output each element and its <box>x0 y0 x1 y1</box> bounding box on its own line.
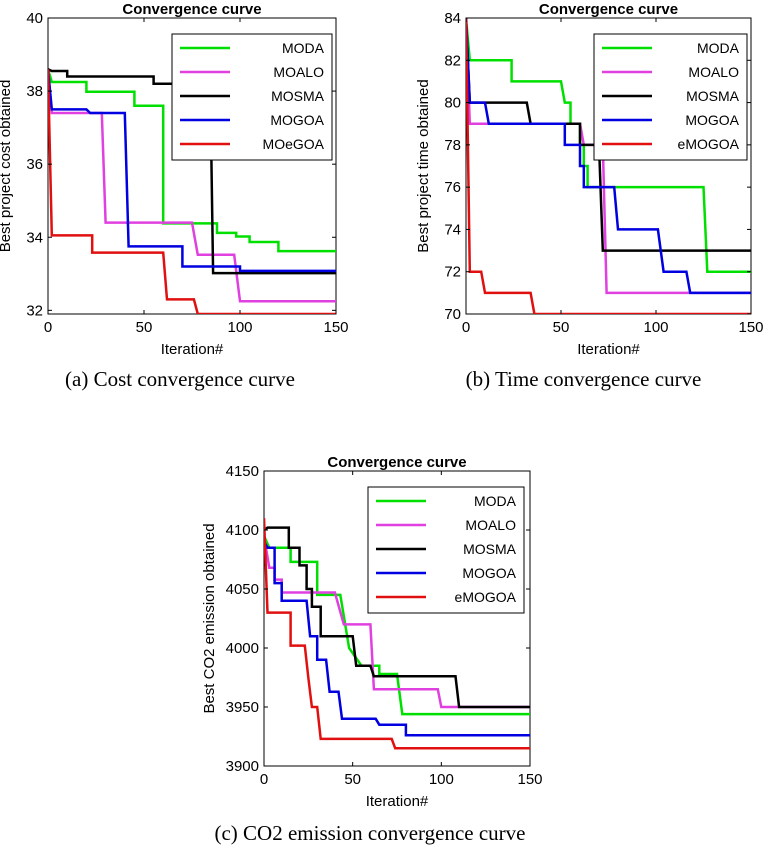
time-series-line-mogoa <box>466 18 751 295</box>
co2-y-tick-label: 4000 <box>226 640 259 657</box>
time-y-tick-label: 78 <box>444 137 461 154</box>
time-convergence-chart: 0 50 100 150 70 72 74 76 78 80 82 84 Convergence cur… <box>415 1 764 358</box>
co2-series-line-moda <box>264 535 530 716</box>
cost-y-tick-label: 34 <box>26 229 43 246</box>
cost-legend-label-mosma: MOSMA <box>271 88 325 104</box>
co2-y-axis-label: Best CO2 emission obtained <box>201 523 218 713</box>
co2-series-line-emogoa <box>264 518 530 750</box>
co2-y-tick-label: 4100 <box>226 522 259 539</box>
cost-x-tick-label: 150 <box>323 319 348 336</box>
cost-chart-title: Convergence curve <box>122 1 261 18</box>
co2-convergence-chart: 0 50 100 150 3900 3950 4000 4050 4100 4150 Converg… <box>201 454 543 810</box>
co2-series-line-mogoa <box>264 541 530 737</box>
time-legend-label-mogoa: MOGOA <box>685 112 739 128</box>
cost-x-tick-label: 0 <box>44 319 52 336</box>
time-legend-label-emogoa: eMOGOA <box>678 136 740 152</box>
cost-series-line-moalo <box>48 69 336 303</box>
co2-x-tick-label: 0 <box>260 771 268 788</box>
cost-legend-box <box>171 33 333 161</box>
time-y-tick-label: 76 <box>444 179 461 196</box>
cost-x-tick-label: 100 <box>227 319 252 336</box>
co2-chart-caption: (c) CO2 emission convergence curve <box>214 821 526 845</box>
cost-series-line-mosma <box>48 68 336 275</box>
cost-y-tick-label: 40 <box>26 10 43 27</box>
co2-x-tick-label: 50 <box>344 771 361 788</box>
time-x-axis-label: Iteration# <box>577 341 640 358</box>
time-y-tick-label: 70 <box>444 306 461 323</box>
time-y-tick-label: 80 <box>444 95 461 112</box>
time-x-tick-label: 50 <box>553 319 570 336</box>
co2-y-tick-label: 3950 <box>226 699 259 716</box>
time-y-tick-label: 72 <box>444 264 461 281</box>
time-chart-title: Convergence curve <box>539 1 678 18</box>
time-chart-caption: (b) Time convergence curve <box>465 367 702 391</box>
co2-chart-panel: 0 50 100 150 3900 3950 4000 4050 4100 4150 Converg… <box>180 445 560 854</box>
cost-y-tick-label: 32 <box>26 302 43 319</box>
cost-x-axis-label: Iteration# <box>161 341 224 358</box>
cost-legend-label-mogoa: MOGOA <box>270 112 324 128</box>
co2-chart-title: Convergence curve <box>327 454 466 471</box>
cost-legend-label-moda: MODA <box>282 40 325 56</box>
co2-legend-label-emogoa: eMOGOA <box>455 589 517 605</box>
time-y-axis-label: Best project time obtained <box>415 79 432 252</box>
time-chart-panel: 0 50 100 150 70 72 74 76 78 80 82 84 Convergence cur… <box>400 0 767 400</box>
time-y-tick-label: 74 <box>444 221 461 238</box>
co2-legend-label-moalo: MOALO <box>465 517 516 533</box>
cost-convergence-chart: 0 50 100 150 32 34 36 38 40 Convergence curve Iter… <box>0 1 349 358</box>
co2-legend-label-mogoa: MOGOA <box>462 565 516 581</box>
cost-x-tick-label: 50 <box>136 319 153 336</box>
cost-y-tick-label: 38 <box>26 83 43 100</box>
co2-y-tick-label: 3900 <box>226 758 259 775</box>
cost-y-axis-label: Best project cost obtained <box>0 80 14 253</box>
cost-legend-label-moegoa: MOeGOA <box>263 136 325 152</box>
co2-y-tick-label: 4050 <box>226 581 259 598</box>
time-legend-label-mosma: MOSMA <box>686 88 740 104</box>
time-x-tick-label: 0 <box>462 319 470 336</box>
co2-x-tick-label: 150 <box>517 771 542 788</box>
time-y-tick-label: 82 <box>444 52 461 69</box>
cost-series-line-mogoa <box>48 69 336 273</box>
co2-series-line-mosma <box>264 526 530 709</box>
time-x-tick-label: 100 <box>643 319 668 336</box>
cost-series-line-moegoa <box>48 69 336 314</box>
co2-legend-label-moda: MODA <box>474 493 517 509</box>
cost-legend-label-moalo: MOALO <box>273 64 324 80</box>
co2-y-tick-label: 4150 <box>226 463 259 480</box>
time-legend-label-moalo: MOALO <box>688 64 739 80</box>
co2-x-tick-label: 100 <box>429 771 454 788</box>
co2-x-axis-label: Iteration# <box>366 793 429 810</box>
time-y-tick-label: 84 <box>444 10 461 27</box>
co2-legend-label-mosma: MOSMA <box>463 541 517 557</box>
time-legend-label-moda: MODA <box>697 40 740 56</box>
cost-chart-panel: 0 50 100 150 32 34 36 38 40 Convergence curve Iter… <box>0 0 360 400</box>
time-x-tick-label: 150 <box>738 319 763 336</box>
time-series-line-mosma <box>466 18 751 252</box>
cost-series-line-moda <box>48 68 336 253</box>
cost-chart-caption: (a) Cost convergence curve <box>65 367 295 391</box>
cost-y-tick-label: 36 <box>26 156 43 173</box>
